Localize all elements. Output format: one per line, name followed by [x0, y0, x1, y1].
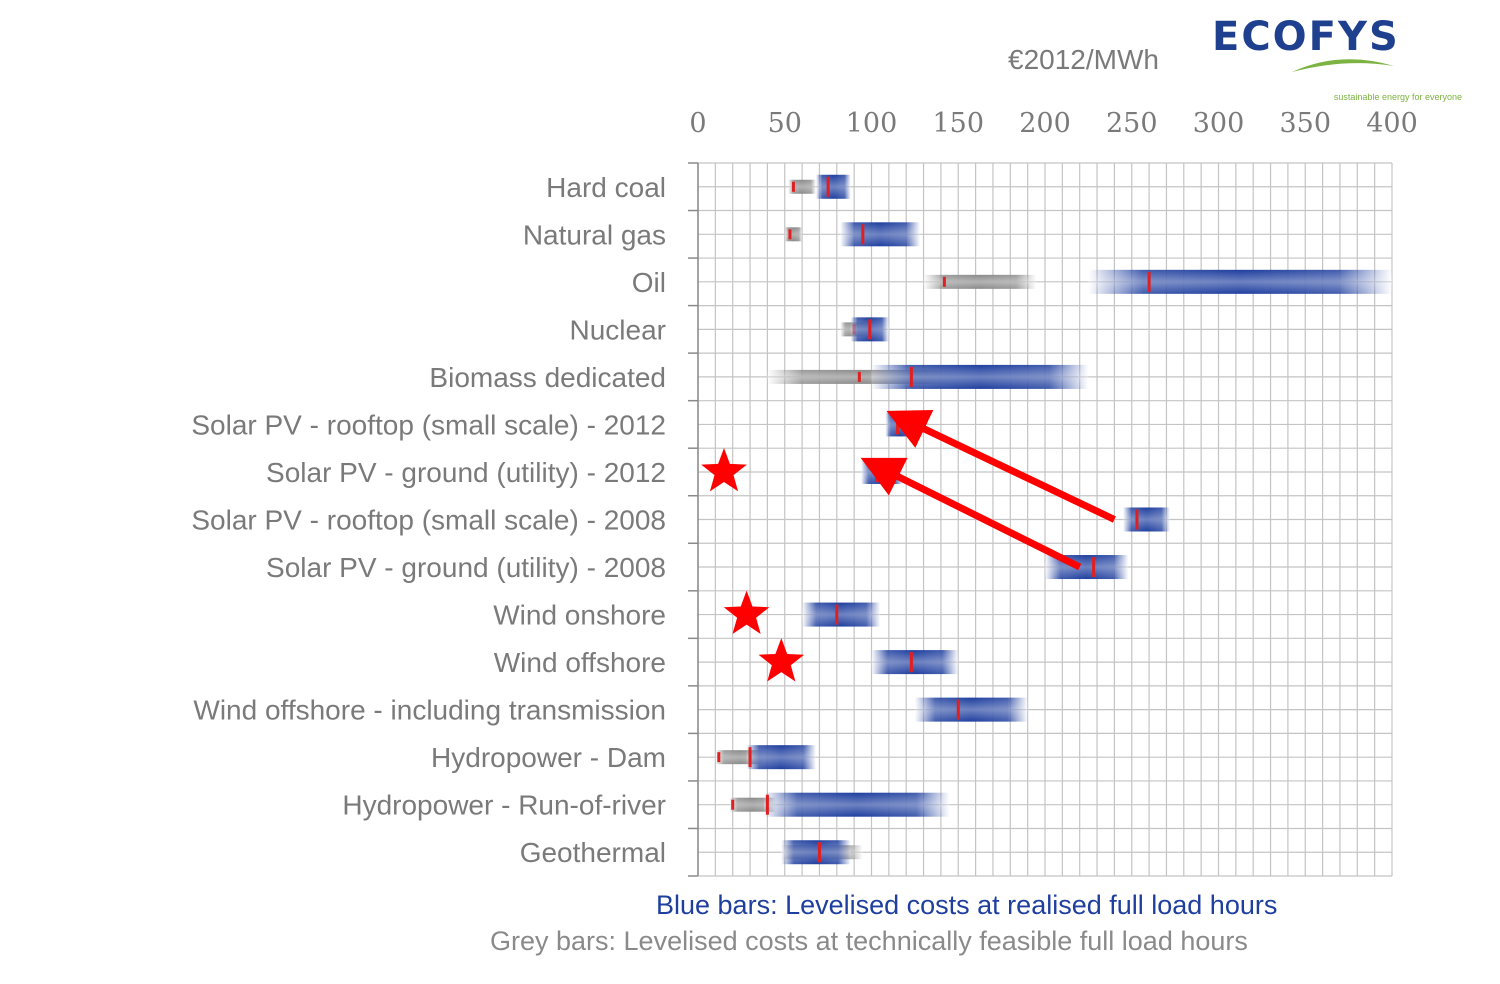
- x-tick-label: 200: [1019, 108, 1071, 139]
- bar-mid-marker: [861, 224, 865, 245]
- logo-swoosh-icon: [1292, 59, 1394, 72]
- category-label: Nuclear: [570, 314, 666, 345]
- category-label: Geothermal: [520, 837, 666, 868]
- x-tick-label: 250: [1106, 108, 1158, 139]
- bar-sheen: [781, 840, 851, 865]
- bar-mid-marker: [896, 414, 900, 435]
- category-labels: Hard coal Natural gas Oil Nuclear Biomass de…: [191, 172, 666, 868]
- category-label: Solar PV - rooftop (small scale) - 2008: [191, 505, 666, 536]
- bar-sheen: [1123, 507, 1170, 532]
- star-icon: [701, 448, 747, 492]
- category-label: Wind offshore - including transmission: [193, 695, 666, 726]
- bar-mid-marker: [748, 747, 752, 768]
- bar-mid-marker: [835, 604, 839, 625]
- bar-sheen: [784, 227, 803, 242]
- x-tick-label: 100: [846, 108, 898, 139]
- bar-sheen: [802, 602, 881, 627]
- bar-mid-marker: [788, 229, 792, 240]
- bar-mid-marker: [765, 794, 769, 815]
- x-tick-label: 0: [689, 108, 706, 139]
- bar-mid-marker: [1147, 271, 1151, 292]
- annotations: [701, 409, 1116, 682]
- bar-mid-marker: [942, 276, 946, 287]
- bar-mid-marker: [1135, 509, 1139, 530]
- x-tick-label: 400: [1366, 108, 1418, 139]
- bar-sheen: [885, 412, 915, 437]
- bar-mid-marker: [909, 652, 913, 673]
- category-label: Wind onshore: [493, 600, 666, 631]
- bar-sheen: [840, 222, 921, 247]
- bar-mid-marker: [817, 842, 821, 863]
- logo-tagline: sustainable energy for everyone: [1333, 92, 1462, 102]
- bar-mid-marker: [875, 461, 879, 482]
- bar-sheen: [788, 179, 816, 194]
- category-label: Natural gas: [523, 219, 666, 250]
- category-label: Solar PV - rooftop (small scale) - 2012: [191, 409, 666, 440]
- category-label: Hydropower - Dam: [431, 742, 666, 773]
- bar-mid-marker: [868, 319, 872, 340]
- category-label: Oil: [632, 267, 666, 298]
- bar-sheen: [815, 174, 851, 199]
- bar-mid-marker: [956, 699, 960, 720]
- bar-sheen: [746, 745, 816, 770]
- x-tick-label: 50: [768, 108, 802, 139]
- category-label: Solar PV - ground (utility) - 2008: [266, 552, 666, 583]
- x-tick-label: 350: [1279, 108, 1331, 139]
- bar-sheen: [923, 274, 1037, 289]
- bar-mid-marker: [717, 752, 721, 763]
- bar-mid-marker: [731, 799, 735, 810]
- star-icon: [758, 638, 805, 682]
- legend-grey-bars: Grey bars: Levelised costs at technicall…: [490, 926, 1248, 956]
- category-label: Biomass dedicated: [429, 362, 666, 393]
- category-label: Hydropower - Run-of-river: [342, 790, 666, 821]
- category-label: Hard coal: [546, 172, 666, 203]
- x-tick-label: 300: [1193, 108, 1245, 139]
- x-axis-ticks: 0 50 100 150 200 250 300 350 400: [689, 108, 1417, 139]
- annotation-arrow: [860, 457, 1082, 571]
- bar-sheen: [871, 650, 959, 675]
- legend-blue-bars: Blue bars: Levelised costs at realised f…: [656, 890, 1278, 920]
- bar-mid-marker: [909, 366, 913, 387]
- x-tick-label: 150: [932, 108, 984, 139]
- ecofys-logo: ECOFYS sustainable energy for everyone: [1212, 6, 1462, 106]
- bar-sheen: [763, 792, 950, 817]
- annotation-arrow: [886, 409, 1116, 523]
- category-label: Solar PV - ground (utility) - 2012: [266, 457, 666, 488]
- bar-mid-marker: [857, 371, 861, 382]
- category-label: Wind offshore: [494, 647, 666, 678]
- bar-sheen: [871, 364, 1089, 389]
- bar-sheen: [1088, 269, 1392, 294]
- unit-label: €2012/MWh: [1008, 44, 1159, 75]
- star-icon: [723, 590, 770, 634]
- bar-mid-marker: [791, 181, 795, 192]
- bars: [715, 174, 1392, 865]
- bar-mid-marker: [826, 176, 830, 197]
- logo-wordmark: ECOFYS: [1212, 14, 1400, 60]
- bar-mid-marker: [1092, 557, 1096, 578]
- bar-sheen: [914, 697, 1028, 722]
